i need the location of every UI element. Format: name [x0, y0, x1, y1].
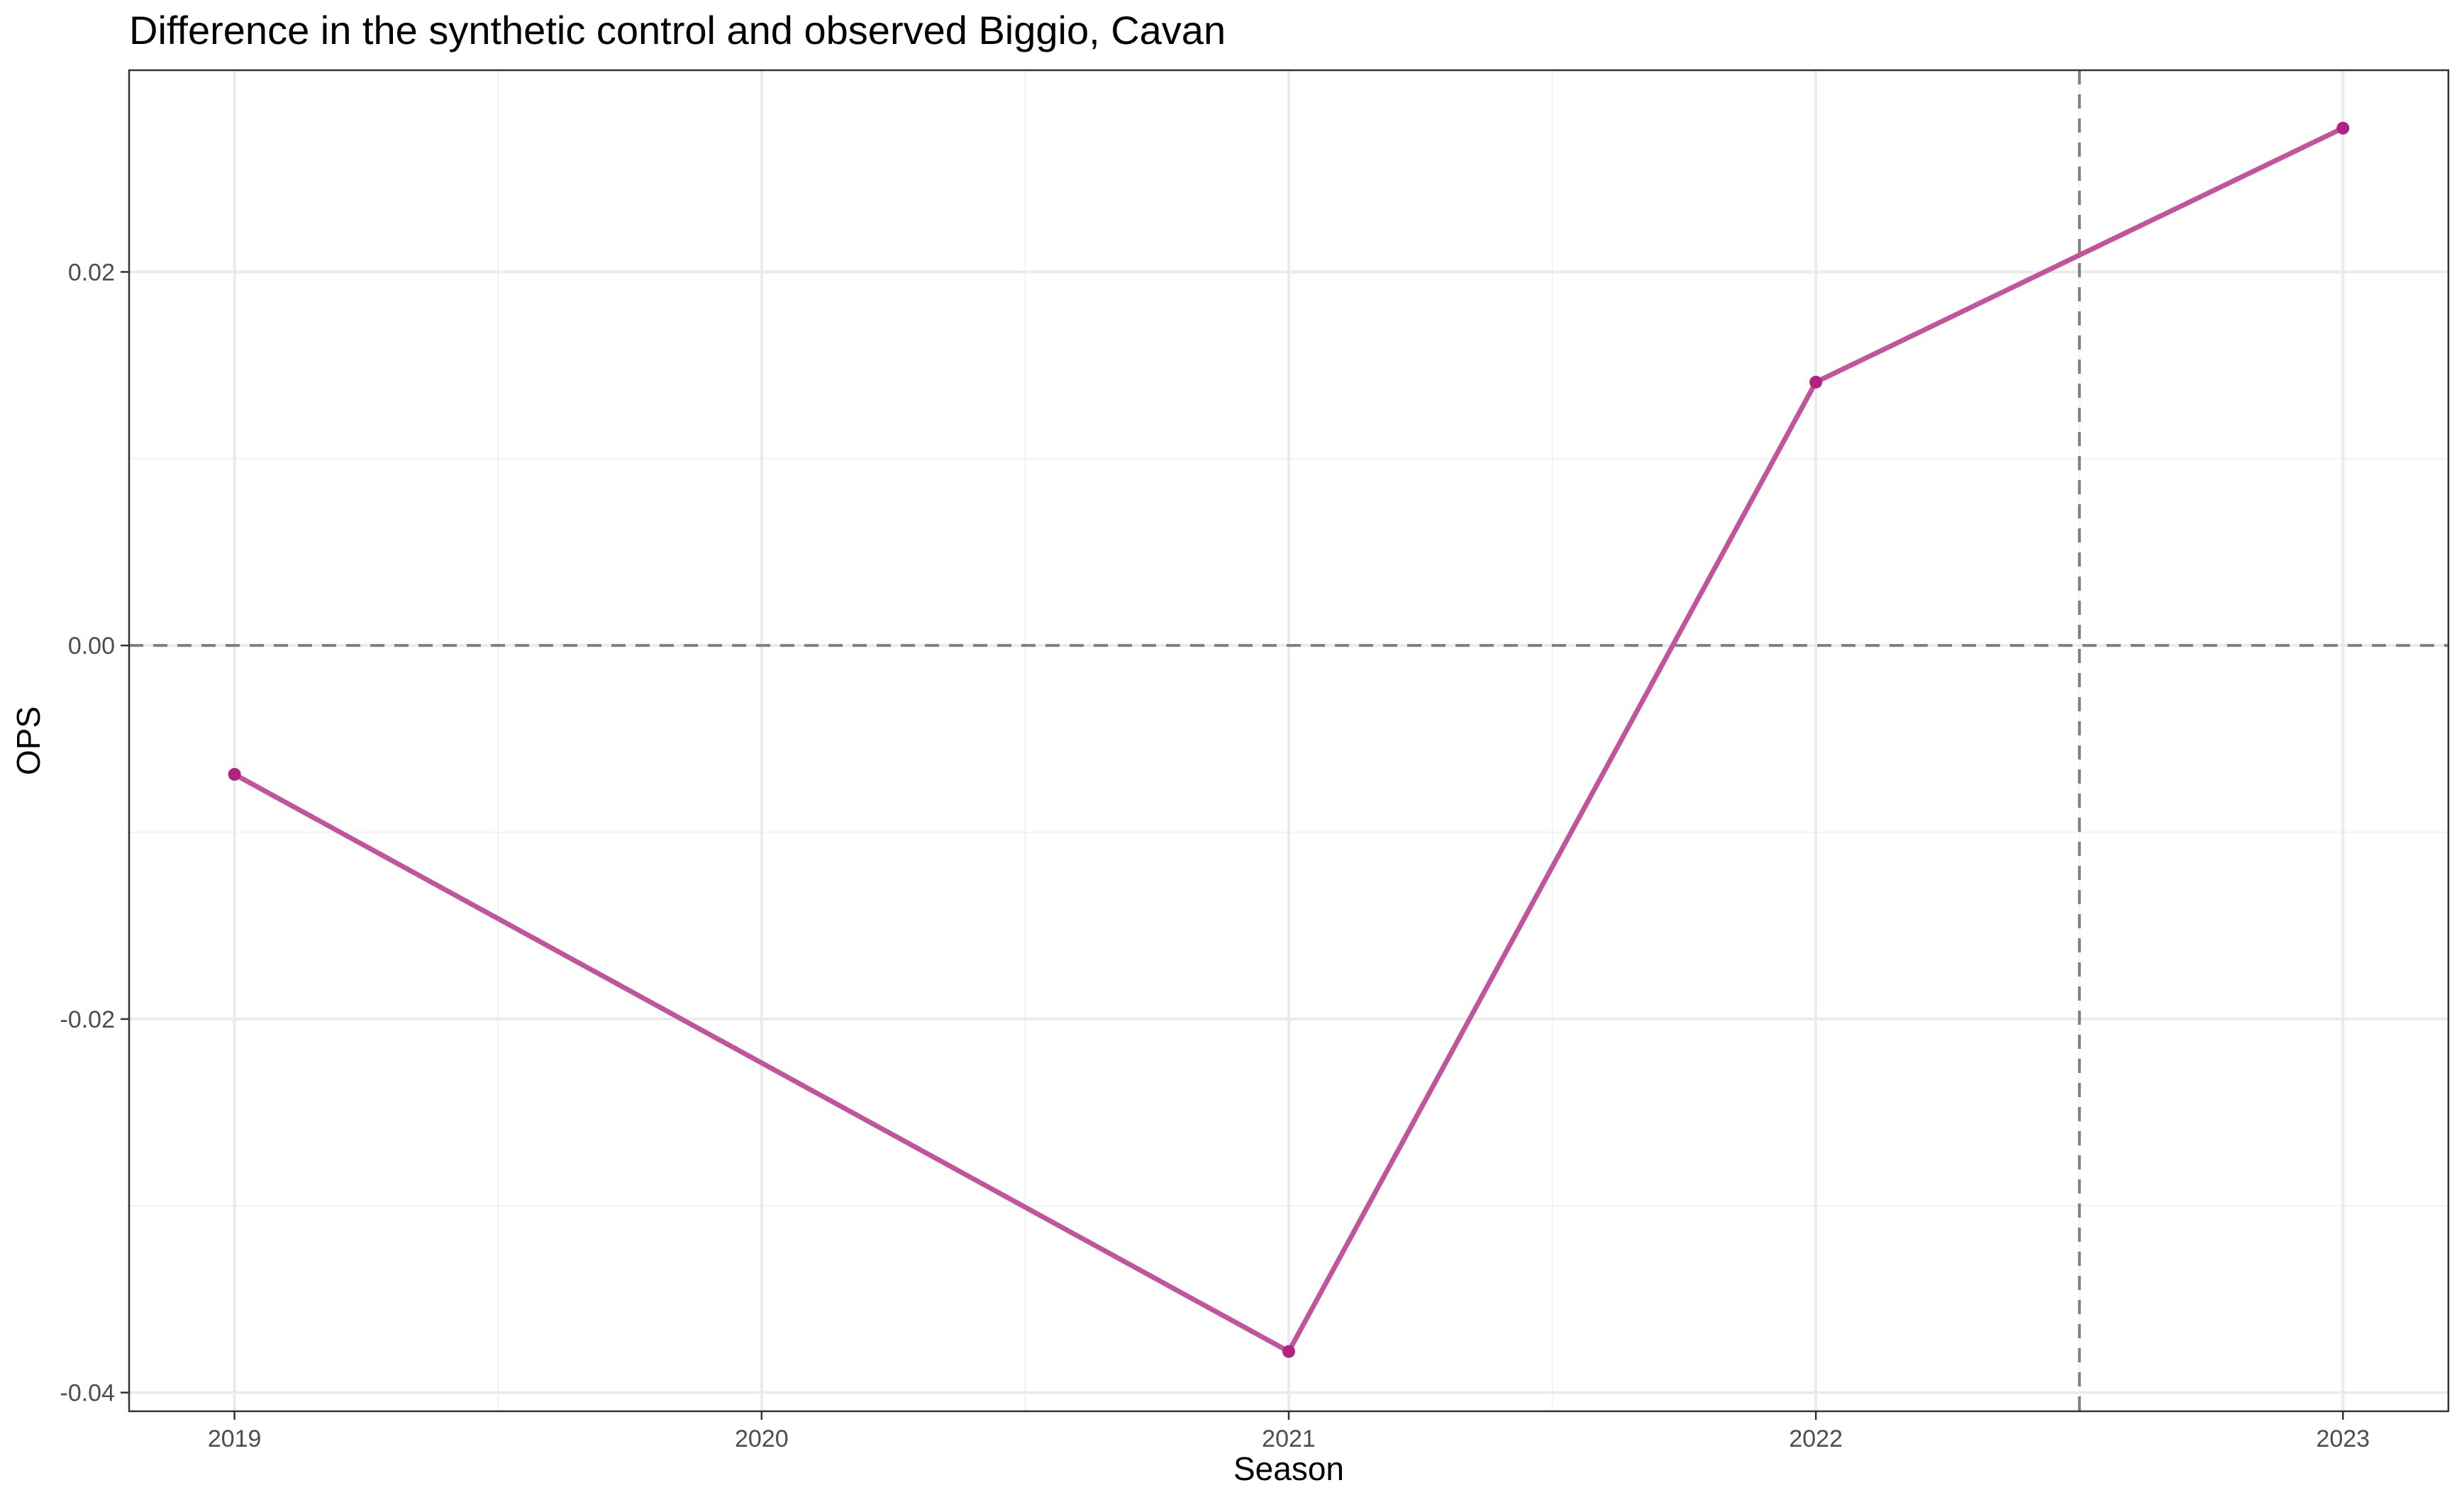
series-layer: [228, 121, 2350, 1358]
data-point: [1282, 1345, 1295, 1358]
data-point: [228, 767, 241, 781]
x-tick-label: 2019: [208, 1425, 262, 1452]
y-tick-label: -0.02: [60, 1006, 116, 1033]
x-axis-title: Season: [1233, 1450, 1344, 1487]
x-tick-label: 2022: [1789, 1425, 1843, 1452]
y-tick-label: 0.02: [68, 259, 115, 286]
data-point: [1809, 375, 1823, 389]
x-tick-label: 2023: [2316, 1425, 2370, 1452]
y-tick-label: -0.04: [60, 1380, 116, 1407]
axis-ticks: 2019 2020 2021 2022 2023 -0.04 -0.02 0.00 0.02: [60, 259, 2370, 1452]
x-tick-label: 2020: [735, 1425, 789, 1452]
series-line: [232, 126, 2346, 1355]
x-tick-label: 2021: [1262, 1425, 1316, 1452]
chart-title: Difference in the synthetic control and …: [129, 8, 1226, 52]
grid-lines: [129, 70, 2448, 1411]
y-axis-title: OPS: [10, 706, 47, 775]
reference-lines: [129, 70, 2448, 1411]
data-point: [2336, 121, 2350, 135]
y-tick-label: 0.00: [68, 633, 115, 660]
